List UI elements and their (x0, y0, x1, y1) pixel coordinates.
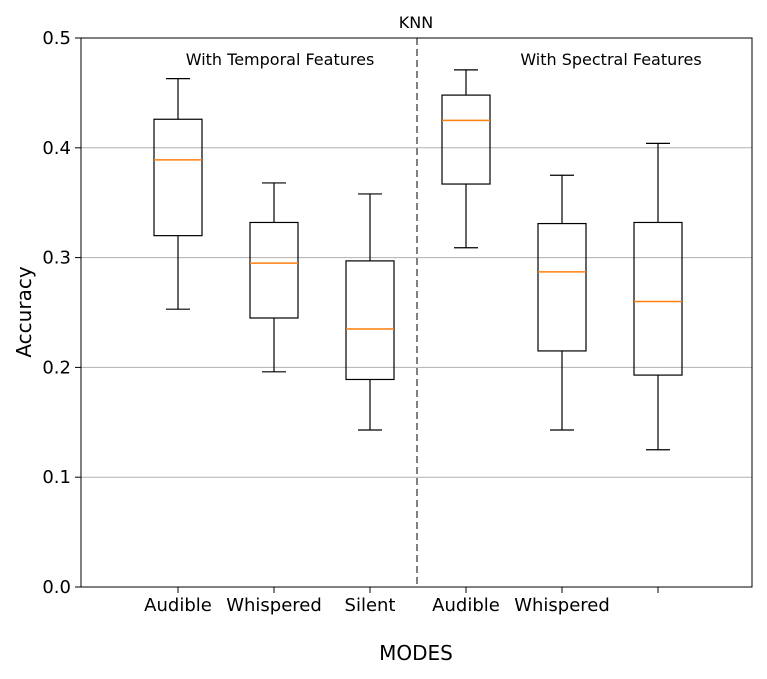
x-tick-label: Audible (432, 595, 500, 616)
annotation-temporal: With Temporal Features (186, 50, 375, 69)
y-tick-label: 0.0 (42, 577, 71, 598)
iqr-box (537, 222, 587, 352)
box-5 (537, 174, 587, 431)
x-axis: Audible Whispered Silent Audible Whispered (144, 587, 659, 616)
y-tick-label: 0.1 (42, 467, 71, 488)
boxes (153, 69, 683, 451)
chart-title: KNN (399, 13, 433, 32)
x-tick-label: Silent (345, 595, 396, 616)
iqr-box (633, 221, 683, 376)
iqr-box (249, 221, 299, 319)
iqr-box (345, 260, 395, 381)
box-3 (345, 193, 395, 431)
y-tick-label: 0.2 (42, 357, 71, 378)
plot-frame (80, 37, 753, 588)
annotation-spectral: With Spectral Features (520, 50, 701, 69)
iqr-box (153, 118, 203, 237)
box-1 (153, 78, 203, 310)
y-tick-label: 0.4 (42, 138, 71, 159)
box-4 (441, 69, 491, 249)
x-tick-label: Whispered (226, 595, 322, 616)
x-tick-label: Whispered (514, 595, 610, 616)
grid-lines (81, 147, 752, 478)
y-axis: 0.0 0.1 0.2 0.3 0.4 0.5 (42, 28, 81, 598)
x-tick-label: Audible (144, 595, 212, 616)
box-6 (633, 142, 683, 451)
x-axis-title: MODES (379, 641, 453, 665)
iqr-box (441, 94, 491, 185)
box-2 (249, 182, 299, 373)
y-axis-title: Accuracy (12, 266, 36, 357)
y-tick-label: 0.5 (42, 28, 71, 49)
y-tick-label: 0.3 (42, 248, 71, 269)
